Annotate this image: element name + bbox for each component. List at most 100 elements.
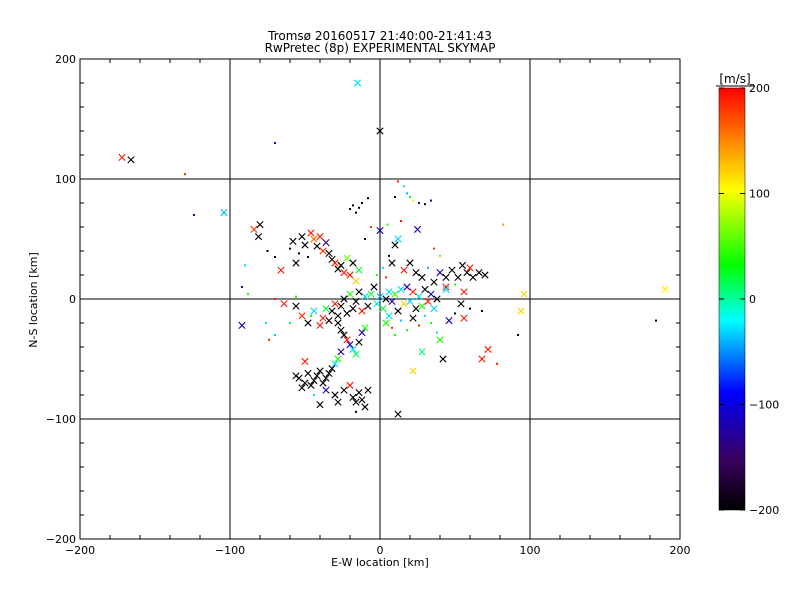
data-point-dot — [418, 324, 420, 327]
data-point-cross — [424, 297, 432, 305]
data-point-dot — [193, 214, 195, 216]
data-point-cross — [400, 266, 408, 274]
data-point-cross — [458, 261, 467, 269]
data-point-cross — [331, 300, 339, 308]
data-point-dot — [481, 310, 483, 312]
data-point-cross — [316, 233, 324, 241]
data-point-dot — [412, 199, 414, 202]
data-point-dot — [469, 307, 471, 310]
data-point-cross — [406, 259, 414, 267]
colorbar-label: [m/s] — [719, 72, 750, 86]
data-point-cross — [481, 271, 489, 279]
data-point-dot — [268, 338, 270, 341]
y-axis-label: N-S location [km] — [27, 252, 40, 348]
data-point-cross — [328, 365, 336, 373]
data-point-cross — [349, 393, 357, 401]
data-point-cross — [382, 319, 390, 327]
y-tick-label: −100 — [46, 413, 76, 426]
data-point-dot — [427, 266, 429, 269]
data-point-cross — [340, 386, 348, 394]
data-point-cross — [319, 247, 327, 255]
data-point-dot — [265, 322, 267, 324]
chart-title: Tromsø 20160517 21:40:00-21:41:43 — [267, 29, 492, 43]
data-point-dot — [376, 274, 378, 276]
data-point-cross — [298, 312, 306, 320]
data-point-cross — [355, 389, 363, 397]
data-point-cross — [292, 259, 300, 267]
data-point-cross — [331, 391, 339, 399]
data-point-cross — [400, 300, 408, 308]
data-point-dot — [274, 298, 276, 300]
data-point-cross — [322, 374, 330, 382]
data-point-cross — [391, 241, 399, 249]
data-point-dot — [295, 295, 297, 298]
data-point-cross — [238, 321, 246, 329]
data-point-cross — [322, 239, 330, 247]
data-point-dot — [391, 326, 393, 329]
data-point-cross — [436, 336, 444, 344]
data-point-dot — [289, 322, 291, 324]
data-point-cross — [325, 369, 333, 377]
data-point-cross — [349, 259, 357, 267]
data-point-dot — [454, 312, 456, 315]
data-points — [118, 79, 669, 418]
data-point-cross — [355, 288, 363, 296]
data-point-cross — [346, 381, 354, 389]
x-axis-label: E-W location [km] — [331, 556, 429, 569]
data-point-cross — [460, 288, 468, 296]
data-point-cross — [361, 293, 369, 301]
data-point-cross — [319, 314, 327, 322]
data-point-cross — [352, 398, 360, 406]
data-point-cross — [448, 266, 456, 274]
data-point-cross — [316, 367, 324, 375]
data-point-dot — [274, 256, 276, 258]
data-point-cross — [463, 269, 471, 277]
data-point-cross — [118, 153, 126, 161]
data-point-cross — [310, 377, 318, 385]
gridlines — [80, 59, 680, 539]
data-point-dot — [388, 254, 390, 257]
data-point-dot — [298, 252, 300, 255]
data-point-cross — [337, 348, 345, 356]
data-point-cross — [319, 379, 327, 387]
data-point-cross — [418, 273, 426, 281]
data-point-dot — [274, 142, 276, 144]
data-point-cross — [340, 295, 348, 303]
data-point-dot — [386, 223, 389, 226]
data-point-cross — [337, 326, 345, 334]
data-point-cross — [517, 307, 525, 315]
data-point-cross — [355, 338, 363, 346]
data-point-cross — [413, 225, 422, 233]
data-point-cross — [346, 290, 354, 298]
y-axis-ticks: −200 −100 0 100 200 — [46, 53, 680, 546]
data-point-cross — [358, 329, 366, 337]
data-point-cross — [352, 277, 360, 285]
data-point-cross — [280, 300, 288, 308]
data-point-cross — [313, 372, 321, 380]
data-point-cross — [403, 283, 411, 291]
data-point-cross — [382, 295, 390, 303]
data-point-cross — [364, 302, 372, 310]
y-tick-label: 100 — [55, 173, 76, 186]
data-point-cross — [430, 305, 438, 313]
data-point-cross — [337, 302, 345, 310]
data-point-dot — [310, 314, 312, 317]
data-point-dot — [397, 180, 399, 183]
data-point-cross — [304, 369, 312, 377]
data-point-cross — [340, 331, 348, 339]
data-point-cross — [394, 410, 402, 418]
data-point-cross — [376, 127, 384, 135]
data-point-cross — [310, 235, 318, 243]
data-point-cross — [370, 283, 378, 291]
data-point-dot — [400, 220, 402, 222]
data-point-cross — [484, 345, 492, 353]
data-point-cross — [322, 305, 330, 313]
data-point-cross — [304, 319, 312, 327]
data-point-dot — [406, 329, 408, 332]
data-point-cross — [346, 271, 354, 279]
data-point-cross — [334, 398, 342, 406]
data-point-cross — [364, 386, 372, 394]
data-point-dot — [400, 319, 402, 322]
data-point-cross — [376, 293, 384, 301]
data-point-cross — [307, 381, 315, 389]
